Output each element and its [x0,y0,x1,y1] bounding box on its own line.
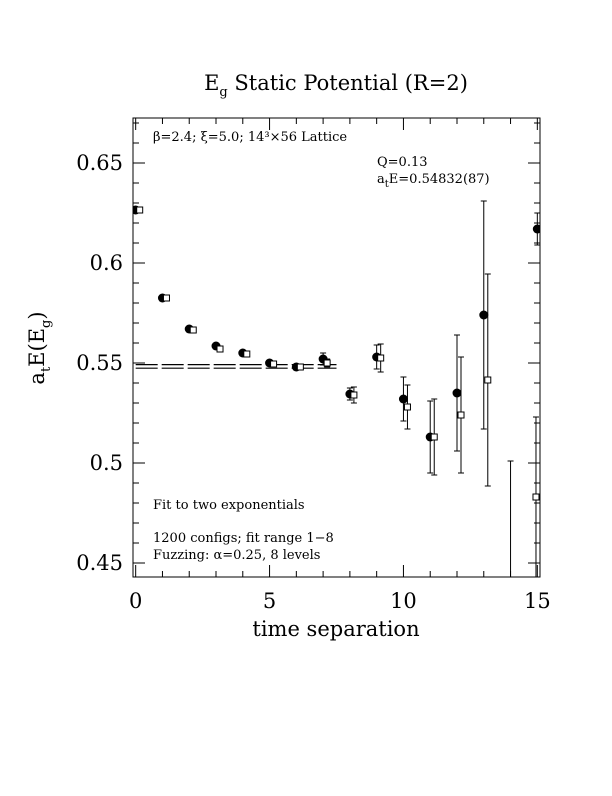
point [270,360,278,368]
point [452,388,462,398]
annotation: Q=0.13 [377,155,428,170]
y-label-a: a [25,372,49,385]
plot-area [133,200,540,588]
point [350,391,358,399]
y-tick-label: 0.6 [90,251,123,275]
y-label-end: ) [25,311,49,319]
title-rest: Static Potential (R=2) [228,71,468,95]
point [457,411,465,419]
energy-sub: t [385,179,389,190]
y-tick-label: 0.5 [90,451,123,475]
point [136,206,144,214]
point [506,579,515,588]
energy-a: a [377,172,385,187]
x-tick-label: 5 [263,589,276,613]
chart-title: Eg Static Potential (R=2) [204,71,468,100]
x-tick-label: 0 [129,589,142,613]
point [532,224,540,234]
point [189,326,197,334]
point [484,376,492,384]
annotation: Fuzzing: α=0.25, 8 levels [153,548,320,563]
point [479,310,489,320]
annotation: 1200 configs; fit range 1−8 [153,531,334,546]
y-label-sub2: g [39,320,54,328]
y-axis-label: atE(Eg) [25,311,54,384]
x-tick-label: 10 [390,589,417,613]
annotation: β=2.4; ξ=5.0; 14³×56 Lattice [153,130,347,145]
y-label-sub: t [39,366,54,372]
x-tick-label: 15 [524,589,551,613]
annotation: atE=0.54832(87) [377,172,490,190]
y-tick-label: 0.55 [76,351,123,375]
point [323,359,331,367]
point [430,433,438,441]
title-main: E [204,71,219,95]
point [296,363,304,371]
x-axis-label: time separation [252,617,419,641]
point [532,493,540,501]
y-tick-label: 0.45 [76,551,123,575]
point [398,394,408,404]
point [216,345,224,353]
point [162,294,170,302]
error-bar [507,460,514,577]
plot-frame [132,117,541,578]
y-tick-label: 0.65 [76,151,123,175]
point [377,354,385,362]
point [403,403,411,411]
title-sub: g [219,85,227,100]
y-label-mid: E(E [25,328,49,367]
energy-rest: E=0.54832(87) [389,172,490,187]
point [243,350,251,358]
annotation: Fit to two exponentials [153,498,305,513]
